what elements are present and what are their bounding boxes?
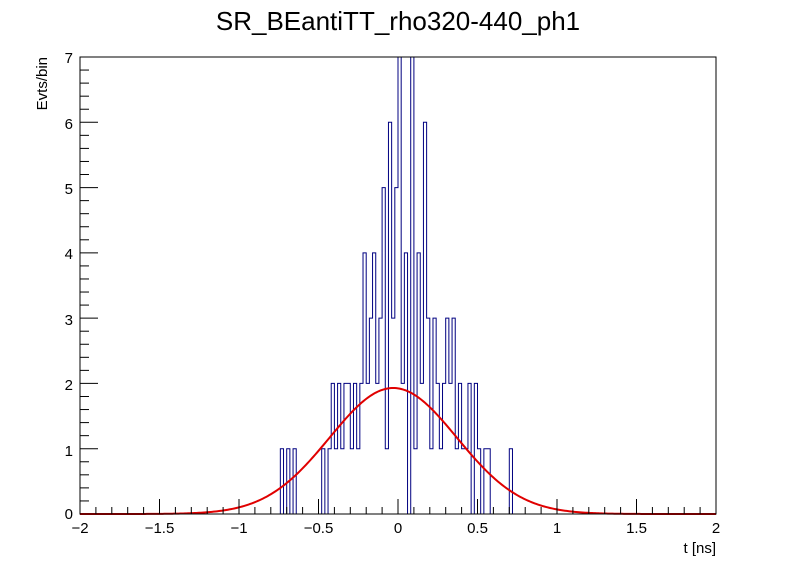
y-axis-label: Evts/bin: [34, 57, 51, 110]
histogram-bin: [341, 449, 344, 514]
histogram-bin: [411, 57, 414, 514]
histogram-bin: [417, 253, 420, 514]
histogram-bin: [328, 449, 331, 514]
histogram-bin: [376, 383, 379, 514]
histogram-bin: [427, 318, 430, 514]
histogram-bin: [392, 318, 395, 514]
x-tick-label-m1p5: −1.5: [145, 520, 175, 537]
histogram-bin: [474, 383, 477, 514]
histogram-bin: [280, 449, 283, 514]
histogram-bin: [462, 449, 465, 514]
histogram-bin: [455, 449, 458, 514]
histogram-bin: [509, 449, 512, 514]
x-tick-label-1: 1: [553, 520, 561, 537]
histogram-bin: [423, 122, 426, 514]
x-axis-label: t [ns]: [683, 540, 716, 557]
histogram-bin: [436, 383, 439, 514]
x-tick-label-m2: −2: [71, 520, 88, 537]
histogram-bin: [449, 383, 452, 514]
histogram-bin: [344, 383, 347, 514]
histogram-bin: [487, 449, 490, 514]
histogram-bin: [458, 383, 461, 514]
y-tick-label-6: 6: [65, 116, 73, 133]
histogram-bin: [347, 383, 350, 514]
y-tick-label-7: 7: [65, 50, 73, 67]
histogram-bin: [350, 449, 353, 514]
histogram-bin: [293, 449, 296, 514]
y-tick-label-1: 1: [65, 443, 73, 460]
y-ticks: [80, 56, 98, 515]
histogram-bin: [414, 449, 417, 514]
histogram-bin: [334, 449, 337, 514]
histogram-bin: [484, 449, 487, 514]
histogram-bin: [373, 253, 376, 514]
histogram-bin: [322, 449, 325, 514]
histogram-bin: [363, 253, 366, 514]
histogram-bin: [430, 449, 433, 514]
x-tick-label-2: 2: [712, 520, 720, 537]
histogram-bin: [395, 188, 398, 514]
histogram-bin: [366, 383, 369, 514]
histogram-bin: [404, 253, 407, 514]
histogram-bin: [446, 318, 449, 514]
histogram-bin: [398, 57, 401, 514]
histogram-bin: [468, 383, 471, 514]
x-tick-label-0: 0: [394, 520, 402, 537]
histogram-bin: [338, 383, 341, 514]
y-tick-label-0: 0: [65, 506, 73, 523]
x-tick-label-m1: −1: [230, 520, 247, 537]
y-tick-label-3: 3: [65, 312, 73, 329]
histogram-bin: [433, 318, 436, 514]
histogram-bin: [439, 449, 442, 514]
histogram-bin: [369, 318, 372, 514]
histogram-bin: [452, 318, 455, 514]
histogram-bin: [385, 449, 388, 514]
x-ticks: [79, 499, 717, 514]
x-axis: −2 −1.5 −1 −0.5 0 0.5 1 1.5 2 t [ns]: [71, 499, 720, 557]
histogram-bin: [388, 122, 391, 514]
y-axis: 0 1 2 3 4 5 6 7 Evts/bin: [34, 50, 98, 523]
histogram-bin: [401, 383, 404, 514]
histogram-bin: [443, 383, 446, 514]
histogram-bin: [420, 383, 423, 514]
histogram-bin: [357, 449, 360, 514]
y-tick-label-4: 4: [65, 246, 73, 263]
y-tick-label-5: 5: [65, 181, 73, 198]
y-tick-label-2: 2: [65, 377, 73, 394]
chart-title: SR_BEantiTT_rho320-440_ph1: [216, 6, 580, 36]
x-tick-label-0p5: 0.5: [467, 520, 488, 537]
x-tick-label-1p5: 1.5: [626, 520, 647, 537]
histogram-bin: [379, 318, 382, 514]
histogram-bin: [382, 188, 385, 514]
histogram-bin: [353, 383, 356, 514]
x-tick-label-m0p5: −0.5: [304, 520, 334, 537]
histogram-bin: [465, 449, 468, 514]
histogram-bin: [331, 383, 334, 514]
